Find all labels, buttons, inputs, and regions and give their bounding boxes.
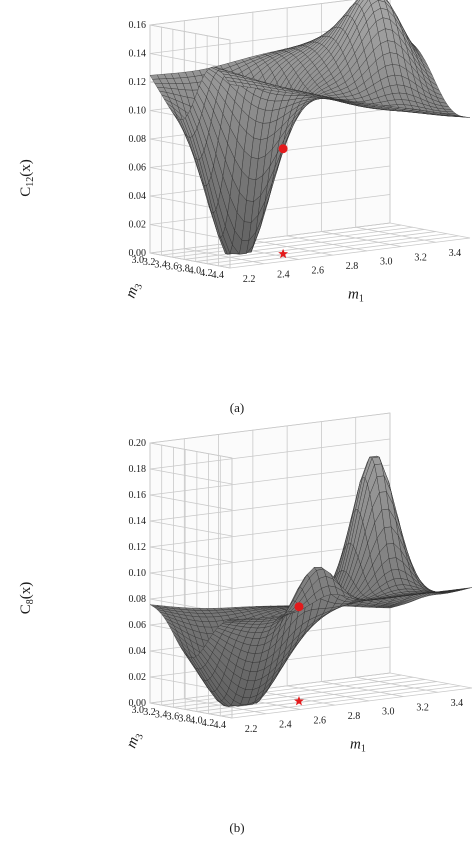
z-tick-label: 0.14 [129,49,147,60]
z-tick-label: 0.04 [129,646,147,657]
z-tick-label: 0.02 [129,220,147,231]
z-tick-label: 0.16 [129,20,147,31]
z-ticks: 0.000.020.040.060.080.100.120.140.160.18… [129,438,147,709]
x-ticks: 2.2 2.4 2.6 2.8 3.0 3.2 3.4 [245,698,463,735]
x-tick-label: 3.4 [449,248,462,259]
x-tick-label: 2.4 [279,720,292,731]
y-axis-label: m3 [124,730,146,751]
z-tick-label: 0.08 [129,134,147,145]
x-tick-label: 2.6 [313,715,326,726]
optimum-marker-circle [279,144,288,153]
z-tick-label: 0.06 [129,163,147,174]
x-tick-label: 2.8 [346,261,359,272]
x-tick-label: 3.2 [416,702,429,713]
x-tick-label: 3.2 [414,252,427,263]
z-tick-label: 0.12 [129,542,147,553]
y-tick-label: 3.8 [178,714,191,725]
x-tick-label: 2.4 [277,270,290,281]
y-tick-label: 3.4 [155,709,168,720]
y-tick-label: 4.2 [202,718,215,729]
z-ticks: 0.000.020.040.060.080.100.120.140.16 [129,20,147,259]
y-tick-label: 4.0 [190,716,203,727]
z-tick-label: 0.02 [129,672,147,683]
panel-b-zlabel: C8(x) [18,582,36,615]
optimum-marker-star [294,696,304,705]
z-tick-label: 0.16 [129,490,147,501]
z-tick-label: 0.12 [129,77,147,88]
x-tick-label: 3.0 [382,707,395,718]
x-tick-label: 2.2 [245,724,258,735]
y-axis-label: m3 [123,280,145,301]
panel-b-caption: (b) [229,820,244,835]
y-tick-label: 4.4 [214,720,227,731]
z-tick-label: 0.14 [129,516,147,527]
panel-a-zlabel: C12(x) [18,159,36,197]
x-tick-label: 3.0 [380,257,393,268]
z-tick-label: 0.18 [129,464,147,475]
z-tick-label: 0.10 [129,106,147,117]
x-tick-label: 2.6 [311,265,324,276]
optimum-marker-circle [295,602,304,611]
z-tick-label: 0.20 [129,438,147,449]
z-tick-label: 0.08 [129,594,147,605]
y-tick-label: 3.0 [132,705,145,716]
z-tick-label: 0.06 [129,620,147,631]
panel-b: 0.000.020.040.060.080.100.120.140.160.18… [124,413,472,755]
y-tick-label: 3.6 [167,711,180,722]
z-tick-label: 0.10 [129,568,147,579]
y-tick-label: 4.4 [212,270,225,281]
x-tick-label: 2.2 [243,274,256,285]
x-axis-label: m1 [350,737,366,755]
x-tick-label: 2.8 [348,711,361,722]
x-tick-label: 3.4 [451,698,464,709]
x-ticks: 2.2 2.4 2.6 2.8 3.0 3.2 3.4 [243,248,461,285]
x-axis-label: m1 [348,287,364,305]
panel-a-caption: (a) [230,400,244,415]
y-tick-label: 3.2 [143,707,156,718]
z-tick-label: 0.04 [129,191,147,202]
